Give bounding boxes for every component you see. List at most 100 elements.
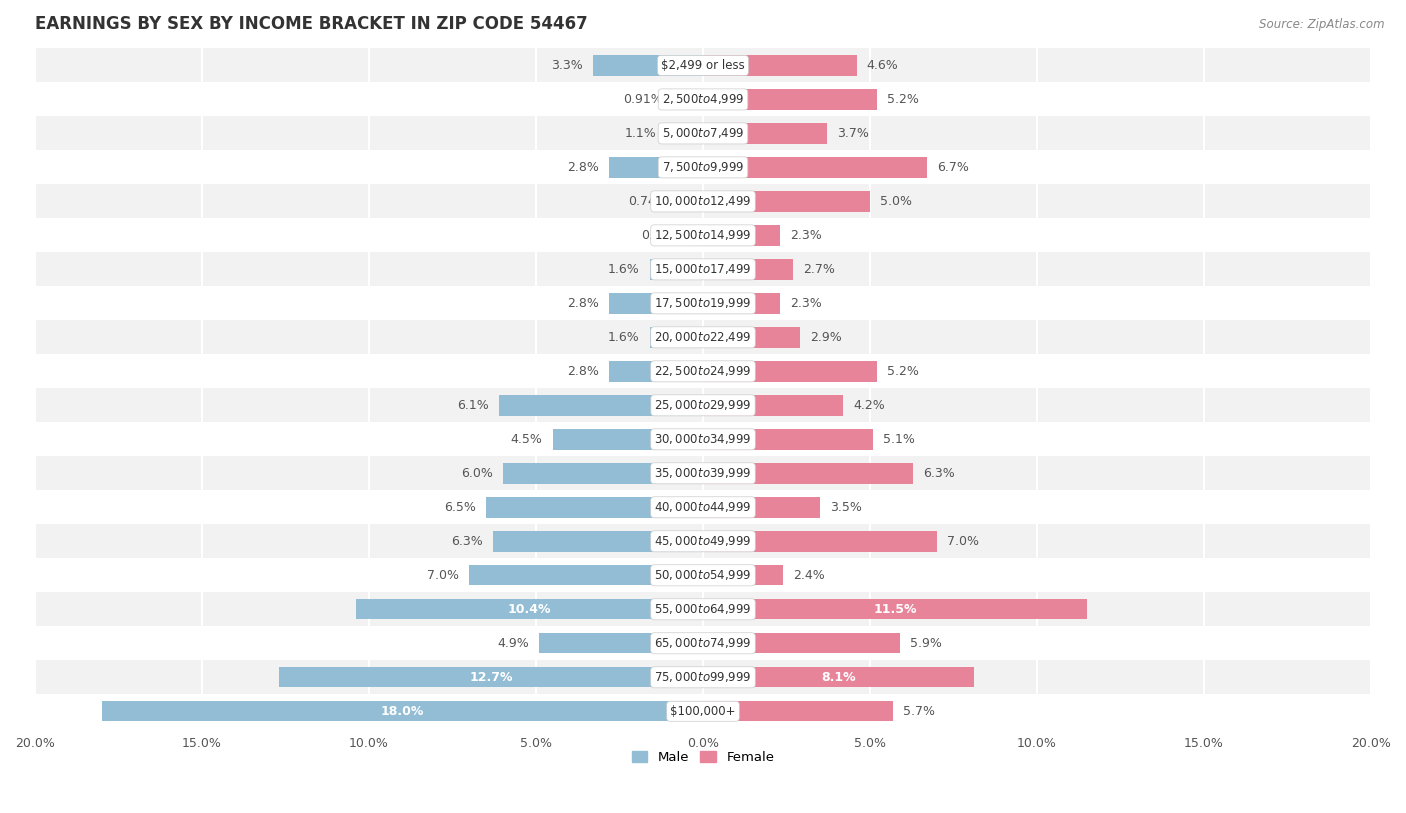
Bar — [35, 694, 1371, 728]
Bar — [356, 599, 703, 620]
Bar — [690, 225, 703, 246]
Bar — [703, 463, 914, 484]
Text: $30,000 to $34,999: $30,000 to $34,999 — [654, 433, 752, 446]
Text: 0.74%: 0.74% — [628, 195, 668, 208]
Bar — [35, 116, 1371, 150]
Bar — [703, 293, 780, 314]
Text: $5,000 to $7,499: $5,000 to $7,499 — [662, 126, 744, 141]
Text: 2.8%: 2.8% — [568, 365, 599, 378]
Bar — [35, 320, 1371, 354]
Bar — [502, 463, 703, 484]
Text: 6.3%: 6.3% — [451, 535, 482, 548]
Bar — [703, 327, 800, 348]
Bar — [35, 456, 1371, 490]
Bar — [609, 293, 703, 314]
Text: 2.8%: 2.8% — [568, 297, 599, 310]
Bar — [35, 559, 1371, 593]
Text: 2.3%: 2.3% — [790, 229, 821, 242]
Bar — [35, 150, 1371, 185]
Text: $15,000 to $17,499: $15,000 to $17,499 — [654, 263, 752, 276]
Bar — [593, 55, 703, 76]
Bar — [703, 497, 820, 518]
Bar — [540, 633, 703, 654]
Bar — [703, 599, 1087, 620]
Bar — [35, 660, 1371, 694]
Text: 4.2%: 4.2% — [853, 399, 884, 412]
Bar — [35, 49, 1371, 82]
Text: $2,500 to $4,999: $2,500 to $4,999 — [662, 93, 744, 107]
Bar — [703, 157, 927, 177]
Text: $2,499 or less: $2,499 or less — [661, 59, 745, 72]
Text: 1.6%: 1.6% — [607, 263, 640, 276]
Bar — [492, 531, 703, 551]
Text: 18.0%: 18.0% — [381, 705, 425, 718]
Text: 7.0%: 7.0% — [946, 535, 979, 548]
Text: Source: ZipAtlas.com: Source: ZipAtlas.com — [1260, 18, 1385, 31]
Text: 5.2%: 5.2% — [887, 93, 918, 106]
Bar — [553, 429, 703, 450]
Bar — [470, 565, 703, 585]
Text: 6.7%: 6.7% — [936, 161, 969, 174]
Bar — [703, 701, 893, 721]
Text: 6.1%: 6.1% — [457, 399, 489, 412]
Text: $55,000 to $64,999: $55,000 to $64,999 — [654, 602, 752, 616]
Bar — [35, 593, 1371, 626]
Bar — [703, 565, 783, 585]
Bar — [35, 354, 1371, 389]
Text: 5.2%: 5.2% — [887, 365, 918, 378]
Bar — [703, 429, 873, 450]
Text: 1.1%: 1.1% — [624, 127, 657, 140]
Bar — [609, 157, 703, 177]
Text: 2.3%: 2.3% — [790, 297, 821, 310]
Bar — [101, 701, 703, 721]
Text: $75,000 to $99,999: $75,000 to $99,999 — [654, 670, 752, 685]
Text: 3.5%: 3.5% — [830, 501, 862, 514]
Text: 10.4%: 10.4% — [508, 602, 551, 615]
Bar — [278, 667, 703, 688]
Bar — [703, 361, 877, 381]
Bar — [35, 185, 1371, 219]
Bar — [486, 497, 703, 518]
Bar — [703, 531, 936, 551]
Text: 8.1%: 8.1% — [821, 671, 856, 684]
Bar — [703, 259, 793, 280]
Text: 3.3%: 3.3% — [551, 59, 582, 72]
Bar — [703, 191, 870, 211]
Text: $100,000+: $100,000+ — [671, 705, 735, 718]
Bar — [703, 395, 844, 415]
Bar — [35, 626, 1371, 660]
Text: 5.7%: 5.7% — [904, 705, 935, 718]
Bar — [35, 389, 1371, 422]
Text: 6.3%: 6.3% — [924, 467, 955, 480]
Bar — [35, 422, 1371, 456]
Text: $12,500 to $14,999: $12,500 to $14,999 — [654, 228, 752, 242]
Text: 4.9%: 4.9% — [498, 637, 529, 650]
Bar — [35, 252, 1371, 286]
Text: 0.91%: 0.91% — [623, 93, 662, 106]
Text: 5.9%: 5.9% — [910, 637, 942, 650]
Text: $20,000 to $22,499: $20,000 to $22,499 — [654, 330, 752, 345]
Text: $17,500 to $19,999: $17,500 to $19,999 — [654, 297, 752, 311]
Bar — [35, 82, 1371, 116]
Text: 2.7%: 2.7% — [803, 263, 835, 276]
Legend: Male, Female: Male, Female — [626, 746, 780, 769]
Bar — [678, 191, 703, 211]
Text: 7.0%: 7.0% — [427, 569, 460, 582]
Bar — [35, 286, 1371, 320]
Bar — [499, 395, 703, 415]
Bar — [35, 219, 1371, 252]
Text: $35,000 to $39,999: $35,000 to $39,999 — [654, 467, 752, 480]
Text: $65,000 to $74,999: $65,000 to $74,999 — [654, 637, 752, 650]
Text: 0.36%: 0.36% — [641, 229, 681, 242]
Text: 2.8%: 2.8% — [568, 161, 599, 174]
Text: $7,500 to $9,999: $7,500 to $9,999 — [662, 160, 744, 175]
Text: $40,000 to $44,999: $40,000 to $44,999 — [654, 500, 752, 515]
Text: 6.0%: 6.0% — [461, 467, 492, 480]
Text: $25,000 to $29,999: $25,000 to $29,999 — [654, 398, 752, 412]
Text: $45,000 to $49,999: $45,000 to $49,999 — [654, 534, 752, 548]
Text: 3.7%: 3.7% — [837, 127, 869, 140]
Text: 4.6%: 4.6% — [866, 59, 898, 72]
Bar — [35, 524, 1371, 559]
Bar — [703, 633, 900, 654]
Bar — [650, 327, 703, 348]
